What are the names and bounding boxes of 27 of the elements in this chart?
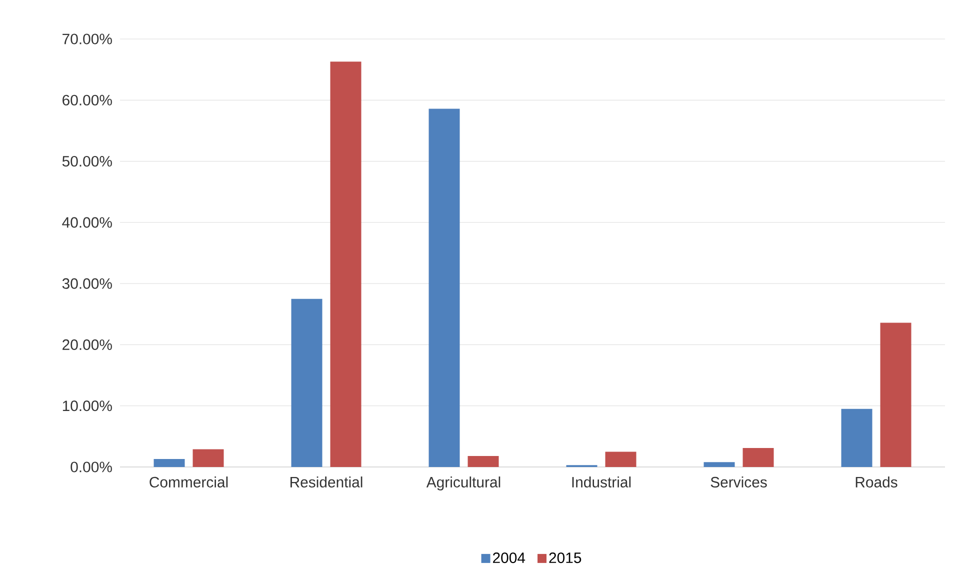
y-tick-label: 10.00% bbox=[62, 400, 112, 412]
bar bbox=[428, 108, 460, 467]
x-tick-label: Residential bbox=[290, 476, 362, 488]
x-tick-label: Roads bbox=[856, 476, 898, 488]
y-tick-label: 50.00% bbox=[62, 156, 112, 167]
bar bbox=[154, 459, 185, 467]
y-tick-label: 30.00% bbox=[62, 278, 112, 289]
bar bbox=[841, 408, 872, 467]
bar bbox=[742, 448, 774, 467]
legend-label: 2004 bbox=[493, 552, 526, 564]
legend-label: 2015 bbox=[549, 552, 582, 564]
bar bbox=[330, 62, 362, 467]
x-tick-label: Industrial bbox=[572, 476, 631, 488]
y-tick-label: 0.00% bbox=[70, 462, 112, 472]
bar bbox=[704, 462, 735, 467]
bar bbox=[880, 322, 912, 467]
bar bbox=[291, 298, 322, 467]
y-tick-label: 60.00% bbox=[62, 94, 112, 106]
bar bbox=[192, 449, 224, 467]
x-tick-label: Commercial bbox=[150, 476, 228, 488]
bar bbox=[605, 452, 636, 467]
y-tick-label: 20.00% bbox=[62, 339, 112, 350]
bar bbox=[468, 456, 499, 467]
y-tick-label: 70.00% bbox=[62, 34, 112, 44]
y-tick-label: 40.00% bbox=[62, 217, 112, 228]
x-tick-label: Services bbox=[710, 476, 767, 488]
x-tick-label: Agricultural bbox=[426, 476, 500, 490]
